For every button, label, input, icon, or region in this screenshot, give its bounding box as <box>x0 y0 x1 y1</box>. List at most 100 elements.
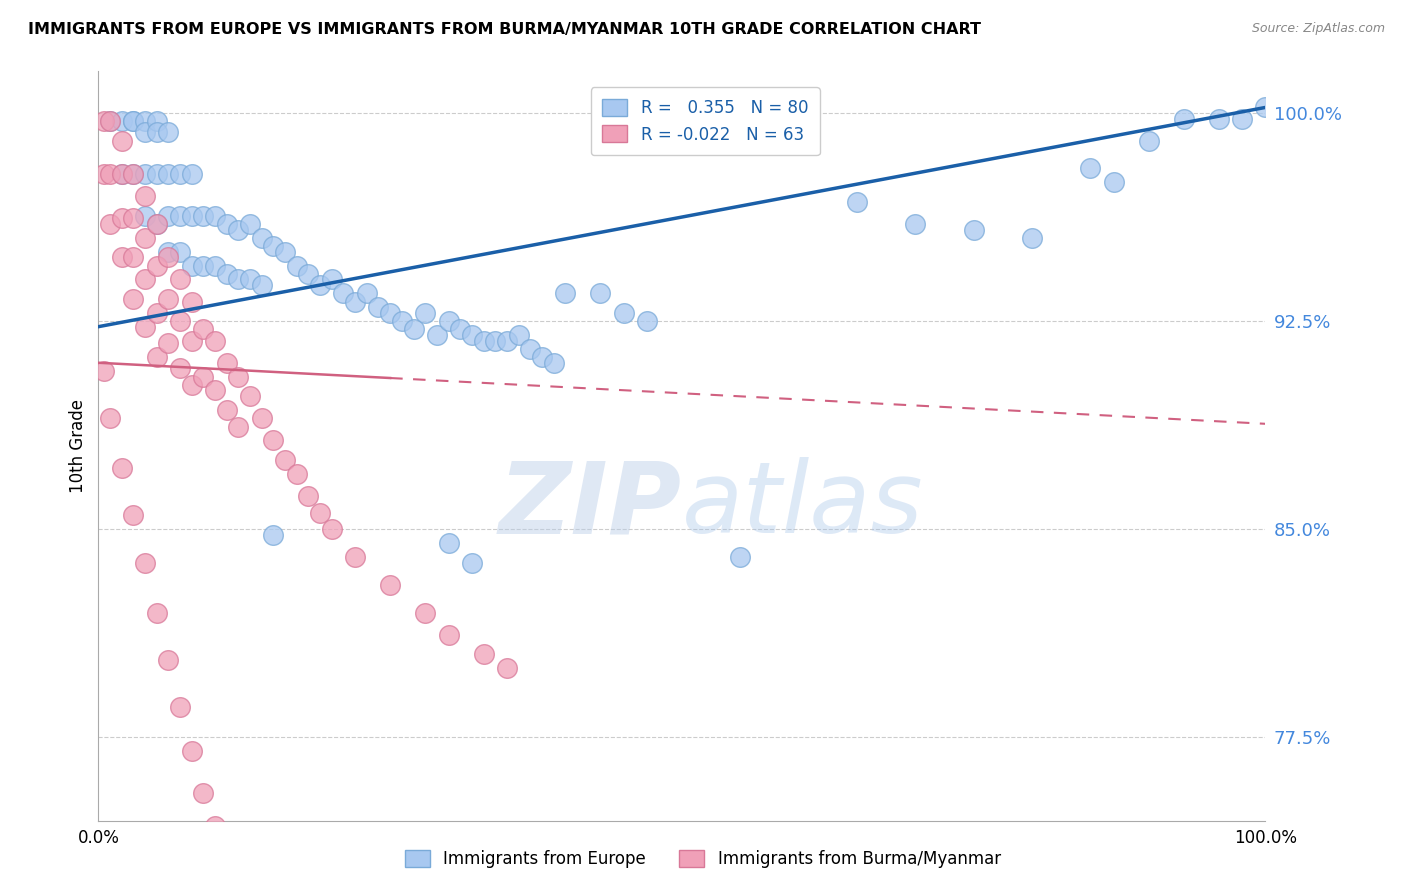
Point <box>98 167 121 181</box>
Point <box>169 209 191 223</box>
Point <box>484 334 506 348</box>
Point <box>530 350 553 364</box>
Point <box>250 278 273 293</box>
Point <box>636 314 658 328</box>
Point <box>437 314 460 328</box>
Text: ZIP: ZIP <box>499 458 682 555</box>
Point <box>122 211 145 226</box>
Point <box>309 506 332 520</box>
Point <box>180 294 202 309</box>
Point <box>180 209 202 223</box>
Point <box>111 250 134 264</box>
Point <box>496 334 519 348</box>
Text: atlas: atlas <box>682 458 924 555</box>
Point <box>180 334 202 348</box>
Point <box>157 167 180 181</box>
Point <box>193 322 215 336</box>
Point <box>169 314 191 328</box>
Point <box>215 356 238 370</box>
Point <box>367 300 389 314</box>
Point <box>496 661 519 675</box>
Point <box>169 167 191 181</box>
Point <box>262 434 284 448</box>
Point <box>1230 112 1253 126</box>
Point <box>1137 134 1160 148</box>
Point <box>204 209 226 223</box>
Point <box>146 114 169 128</box>
Point <box>111 211 134 226</box>
Legend: R =   0.355   N = 80, R = -0.022   N = 63: R = 0.355 N = 80, R = -0.022 N = 63 <box>591 87 820 155</box>
Point <box>180 259 202 273</box>
Point <box>402 322 425 336</box>
Point <box>426 328 449 343</box>
Point <box>169 272 191 286</box>
Point <box>215 403 238 417</box>
Point <box>413 306 436 320</box>
Point <box>321 272 343 286</box>
Point <box>111 134 134 148</box>
Point <box>274 453 297 467</box>
Point <box>274 244 297 259</box>
Point <box>472 647 495 661</box>
Point <box>111 167 134 181</box>
Point <box>437 536 460 550</box>
Point <box>228 419 250 434</box>
Point <box>239 272 262 286</box>
Point <box>449 322 471 336</box>
Point <box>134 189 156 203</box>
Point <box>122 114 145 128</box>
Point <box>122 250 145 264</box>
Point <box>157 209 180 223</box>
Point <box>239 217 262 231</box>
Point <box>134 167 156 181</box>
Point <box>344 549 367 564</box>
Point <box>180 167 202 181</box>
Point <box>228 369 250 384</box>
Point <box>93 114 115 128</box>
Point <box>146 606 169 620</box>
Point <box>285 467 308 481</box>
Point <box>111 114 134 128</box>
Point <box>93 364 115 378</box>
Point <box>297 267 319 281</box>
Point <box>146 217 169 231</box>
Point <box>380 578 402 592</box>
Point <box>193 369 215 384</box>
Point <box>122 167 145 181</box>
Point <box>122 114 145 128</box>
Point <box>413 606 436 620</box>
Point <box>93 167 115 181</box>
Point <box>134 556 156 570</box>
Point <box>204 259 226 273</box>
Legend: Immigrants from Europe, Immigrants from Burma/Myanmar: Immigrants from Europe, Immigrants from … <box>398 843 1008 875</box>
Point <box>169 699 191 714</box>
Point <box>146 217 169 231</box>
Point <box>157 250 180 264</box>
Point <box>134 319 156 334</box>
Point <box>157 125 180 139</box>
Point <box>111 167 134 181</box>
Point <box>437 628 460 642</box>
Point <box>309 278 332 293</box>
Point <box>613 306 636 320</box>
Point <box>146 167 169 181</box>
Point <box>98 114 121 128</box>
Point <box>1173 112 1195 126</box>
Point <box>157 292 180 306</box>
Point <box>157 336 180 351</box>
Point <box>134 125 156 139</box>
Point <box>472 334 495 348</box>
Point <box>380 306 402 320</box>
Point <box>146 306 169 320</box>
Text: IMMIGRANTS FROM EUROPE VS IMMIGRANTS FROM BURMA/MYANMAR 10TH GRADE CORRELATION C: IMMIGRANTS FROM EUROPE VS IMMIGRANTS FRO… <box>28 22 981 37</box>
Point <box>122 508 145 523</box>
Point <box>461 328 484 343</box>
Point <box>262 239 284 253</box>
Point <box>134 231 156 245</box>
Point <box>250 231 273 245</box>
Point <box>215 217 238 231</box>
Point <box>321 522 343 536</box>
Point <box>1021 231 1043 245</box>
Point <box>1080 161 1102 176</box>
Point <box>962 222 984 236</box>
